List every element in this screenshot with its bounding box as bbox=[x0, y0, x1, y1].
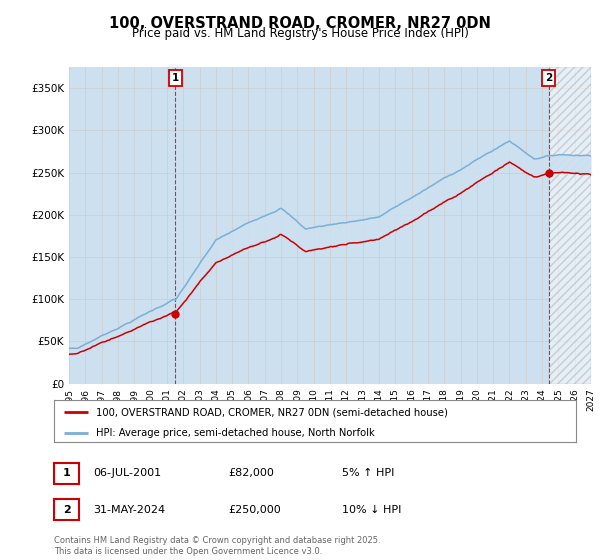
Text: 1: 1 bbox=[63, 468, 70, 478]
Text: 5% ↑ HPI: 5% ↑ HPI bbox=[342, 468, 394, 478]
Text: 100, OVERSTRAND ROAD, CROMER, NR27 0DN: 100, OVERSTRAND ROAD, CROMER, NR27 0DN bbox=[109, 16, 491, 31]
Text: Price paid vs. HM Land Registry's House Price Index (HPI): Price paid vs. HM Land Registry's House … bbox=[131, 27, 469, 40]
Text: 31-MAY-2024: 31-MAY-2024 bbox=[93, 505, 165, 515]
Text: 2: 2 bbox=[63, 505, 70, 515]
Text: Contains HM Land Registry data © Crown copyright and database right 2025.
This d: Contains HM Land Registry data © Crown c… bbox=[54, 536, 380, 556]
Text: 06-JUL-2001: 06-JUL-2001 bbox=[93, 468, 161, 478]
Text: 1: 1 bbox=[172, 73, 179, 83]
Text: 2: 2 bbox=[545, 73, 553, 83]
Text: £82,000: £82,000 bbox=[228, 468, 274, 478]
Text: HPI: Average price, semi-detached house, North Norfolk: HPI: Average price, semi-detached house,… bbox=[96, 428, 374, 438]
Text: £250,000: £250,000 bbox=[228, 505, 281, 515]
Text: 100, OVERSTRAND ROAD, CROMER, NR27 0DN (semi-detached house): 100, OVERSTRAND ROAD, CROMER, NR27 0DN (… bbox=[96, 407, 448, 417]
Text: 10% ↓ HPI: 10% ↓ HPI bbox=[342, 505, 401, 515]
